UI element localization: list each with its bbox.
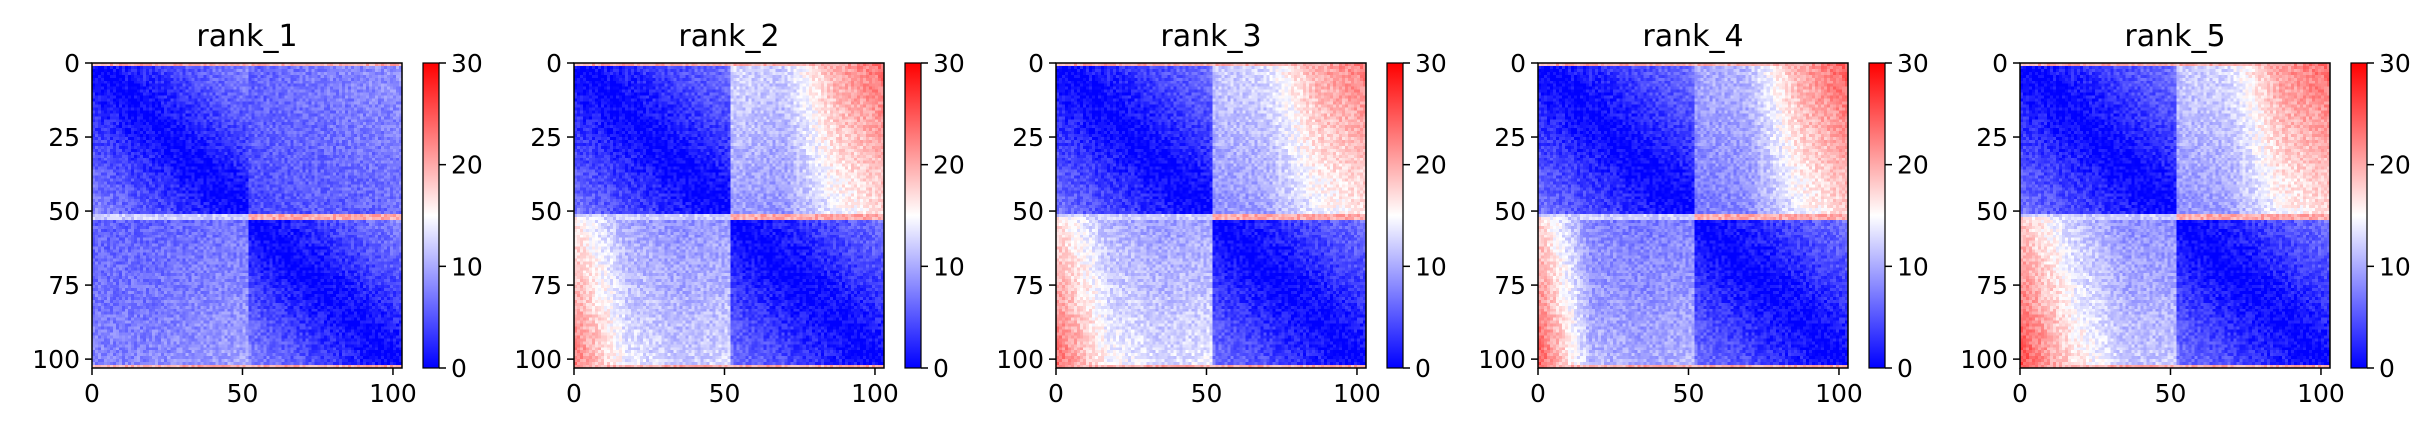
y-tick-label: 25 <box>530 123 562 152</box>
colorbar-tick-label: 30 <box>933 49 965 78</box>
colorbar-tick-label: 20 <box>933 151 965 180</box>
x-tick-label: 100 <box>1333 379 1381 408</box>
heatmap-cells <box>574 63 885 369</box>
y-tick-label: 75 <box>1494 271 1526 300</box>
x-tick-label: 0 <box>2012 379 2028 408</box>
colorbar-tick-label: 0 <box>1415 354 1431 383</box>
heatmap-cells <box>2020 63 2331 369</box>
y-tick-label: 25 <box>48 123 80 152</box>
colorbar-tick-label: 10 <box>1897 252 1929 281</box>
colorbar <box>2351 63 2367 368</box>
colorbar <box>1869 63 1885 368</box>
chart-title: rank_5 <box>2124 19 2225 54</box>
colorbar <box>1387 63 1403 368</box>
y-tick-label: 50 <box>48 197 80 226</box>
x-tick-label: 0 <box>566 379 582 408</box>
y-tick-label: 75 <box>48 271 80 300</box>
chart-title: rank_1 <box>196 19 297 54</box>
x-tick-label: 100 <box>1815 379 1863 408</box>
y-tick-label: 100 <box>1960 345 2008 374</box>
y-tick-label: 100 <box>514 345 562 374</box>
x-tick-label: 100 <box>851 379 899 408</box>
x-tick-label: 100 <box>2297 379 2345 408</box>
colorbar-tick-label: 10 <box>2379 252 2411 281</box>
colorbar-tick-label: 10 <box>933 252 965 281</box>
colorbar-tick-label: 0 <box>1897 354 1913 383</box>
y-tick-label: 100 <box>32 345 80 374</box>
y-tick-label: 0 <box>1028 49 1044 78</box>
chart-title: rank_4 <box>1642 19 1743 54</box>
x-tick-label: 0 <box>1048 379 1064 408</box>
x-tick-label: 50 <box>227 379 259 408</box>
chart-title: rank_3 <box>1160 19 1261 54</box>
colorbar-tick-label: 10 <box>451 252 483 281</box>
x-tick-label: 50 <box>1673 379 1705 408</box>
colorbar-tick-label: 30 <box>2379 49 2411 78</box>
x-tick-label: 50 <box>2155 379 2187 408</box>
heatmap-cells <box>92 63 403 369</box>
y-tick-label: 25 <box>1494 123 1526 152</box>
colorbar-tick-label: 0 <box>451 354 467 383</box>
heatmap-cells <box>1056 63 1367 369</box>
y-tick-label: 0 <box>64 49 80 78</box>
colorbar <box>905 63 921 368</box>
colorbar-tick-label: 20 <box>1415 151 1447 180</box>
x-tick-label: 0 <box>84 379 100 408</box>
colorbar-tick-label: 20 <box>451 151 483 180</box>
y-tick-label: 50 <box>1494 197 1526 226</box>
chart-title: rank_2 <box>678 19 779 54</box>
y-tick-label: 25 <box>1012 123 1044 152</box>
x-tick-label: 100 <box>369 379 417 408</box>
y-tick-label: 0 <box>546 49 562 78</box>
x-tick-label: 50 <box>1191 379 1223 408</box>
y-tick-label: 50 <box>1976 197 2008 226</box>
colorbar-tick-label: 10 <box>1415 252 1447 281</box>
x-tick-label: 50 <box>709 379 741 408</box>
colorbar-tick-label: 30 <box>451 49 483 78</box>
y-tick-label: 75 <box>1976 271 2008 300</box>
colorbar <box>423 63 439 368</box>
colorbar-tick-label: 20 <box>2379 151 2411 180</box>
y-tick-label: 75 <box>530 271 562 300</box>
colorbar-tick-label: 30 <box>1415 49 1447 78</box>
colorbar-tick-label: 0 <box>933 354 949 383</box>
y-tick-label: 100 <box>1478 345 1526 374</box>
y-tick-label: 25 <box>1976 123 2008 152</box>
y-tick-label: 0 <box>1992 49 2008 78</box>
y-tick-label: 50 <box>530 197 562 226</box>
y-tick-label: 0 <box>1510 49 1526 78</box>
y-tick-label: 75 <box>1012 271 1044 300</box>
colorbar-tick-label: 20 <box>1897 151 1929 180</box>
colorbar-tick-label: 30 <box>1897 49 1929 78</box>
heatmap-cells <box>1538 63 1849 369</box>
y-tick-label: 100 <box>996 345 1044 374</box>
colorbar-tick-label: 0 <box>2379 354 2395 383</box>
x-tick-label: 0 <box>1530 379 1546 408</box>
y-tick-label: 50 <box>1012 197 1044 226</box>
